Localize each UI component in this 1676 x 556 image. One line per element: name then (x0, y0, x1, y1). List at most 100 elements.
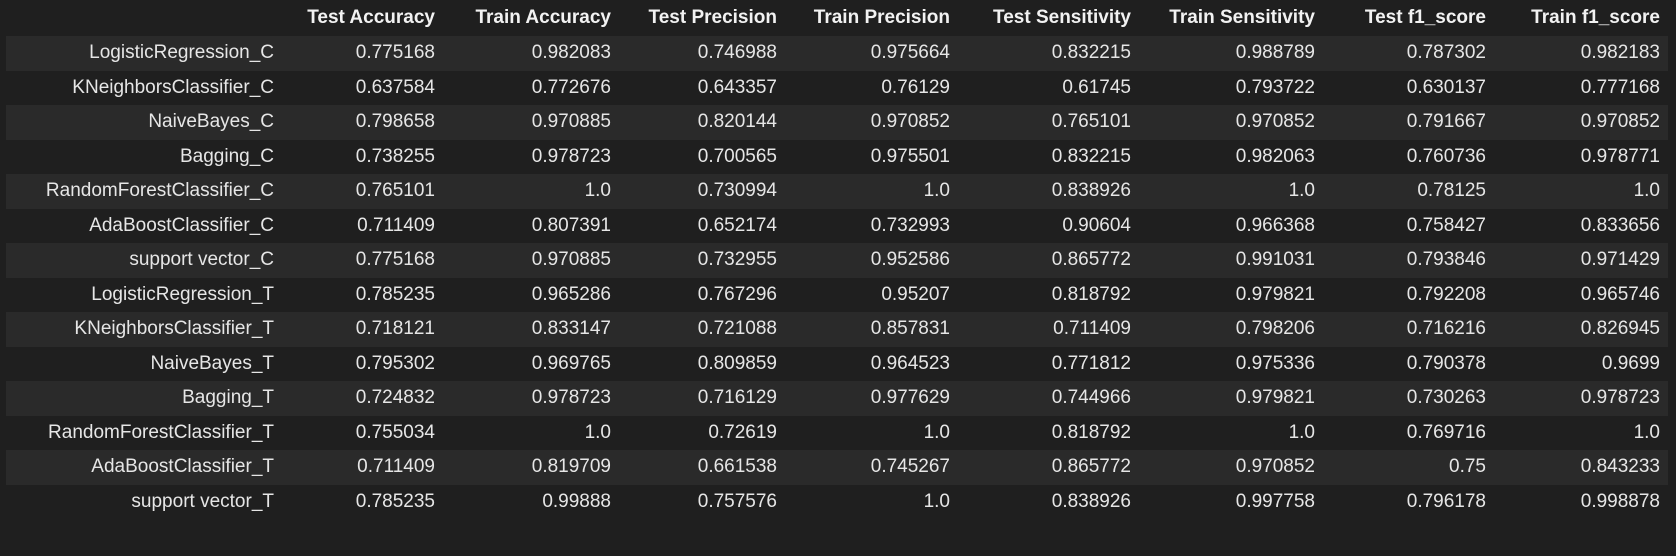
cell-test-sensitivity: 0.832215 (1051, 42, 1131, 64)
cell-test-precision: 0.809859 (697, 352, 777, 374)
cell-test-precision: 0.732955 (697, 249, 777, 271)
cell-train-sensitivity: 0.793722 (1235, 76, 1315, 98)
row-label: LogisticRegression_T (91, 283, 274, 305)
cell-test-f1-score: 0.78125 (1417, 180, 1486, 202)
cell-train-precision: 1.0 (923, 180, 950, 202)
cell-train-sensitivity: 0.982063 (1235, 145, 1315, 167)
cell-test-sensitivity: 0.832215 (1051, 145, 1131, 167)
cell-train-sensitivity: 1.0 (1288, 180, 1315, 202)
cell-train-sensitivity: 0.997758 (1235, 490, 1315, 512)
cell-train-f1-score: 0.978723 (1580, 387, 1660, 409)
table-row: NaiveBayes_C 0.798658 0.970885 0.820144 0.97… (6, 105, 1668, 140)
cell-train-f1-score: 0.777168 (1580, 76, 1660, 98)
row-label: support vector_C (129, 249, 274, 271)
table-row: KNeighborsClassifier_C 0.637584 0.772676 0.… (6, 70, 1668, 105)
cell-train-f1-score: 0.843233 (1580, 456, 1660, 478)
cell-train-accuracy: 0.970885 (531, 249, 611, 271)
cell-test-accuracy: 0.785235 (355, 283, 435, 305)
cell-train-sensitivity: 0.970852 (1235, 111, 1315, 133)
cell-test-sensitivity: 0.744966 (1051, 387, 1131, 409)
cell-train-f1-score: 0.998878 (1580, 490, 1660, 512)
cell-test-f1-score: 0.716216 (1406, 318, 1486, 340)
table-row: RandomForestClassifier_C 0.765101 1.0 0.730… (6, 174, 1668, 209)
cell-test-f1-score: 0.758427 (1406, 214, 1486, 236)
cell-test-accuracy: 0.637584 (355, 76, 435, 98)
cell-train-f1-score: 0.9699 (1601, 352, 1660, 374)
cell-train-accuracy: 0.978723 (531, 145, 611, 167)
cell-test-precision: 0.767296 (697, 283, 777, 305)
table-row: RandomForestClassifier_T 0.755034 1.0 0.726… (6, 415, 1668, 450)
row-label: LogisticRegression_C (89, 42, 274, 64)
cell-train-precision: 1.0 (923, 421, 950, 443)
cell-test-sensitivity: 0.90604 (1062, 214, 1131, 236)
cell-test-f1-score: 0.630137 (1406, 76, 1486, 98)
cell-test-accuracy: 0.775168 (355, 249, 435, 271)
cell-train-f1-score: 0.833656 (1580, 214, 1660, 236)
cell-test-precision: 0.652174 (697, 214, 777, 236)
cell-train-sensitivity: 0.988789 (1235, 42, 1315, 64)
cell-train-precision: 0.857831 (870, 318, 950, 340)
column-header-test-accuracy: Test Accuracy (282, 0, 443, 36)
row-label: NaiveBayes_T (150, 352, 274, 374)
cell-test-accuracy: 0.765101 (355, 180, 435, 202)
cell-train-accuracy: 0.807391 (531, 214, 611, 236)
row-label: RandomForestClassifier_C (45, 180, 274, 202)
cell-test-accuracy: 0.711409 (357, 456, 435, 478)
table-row: support vector_T 0.785235 0.99888 0.757576 1… (6, 484, 1668, 519)
cell-test-precision: 0.757576 (697, 490, 777, 512)
index-header (6, 0, 282, 36)
cell-test-accuracy: 0.718121 (355, 318, 435, 340)
cell-test-f1-score: 0.792208 (1406, 283, 1486, 305)
cell-test-accuracy: 0.711409 (357, 214, 435, 236)
cell-test-sensitivity: 0.818792 (1051, 283, 1131, 305)
cell-test-sensitivity: 0.838926 (1051, 180, 1131, 202)
cell-train-sensitivity: 0.979821 (1235, 283, 1315, 305)
cell-test-sensitivity: 0.61745 (1062, 76, 1131, 98)
cell-train-precision: 0.977629 (870, 387, 950, 409)
cell-train-f1-score: 1.0 (1633, 180, 1660, 202)
cell-test-precision: 0.716129 (697, 387, 777, 409)
table-row: LogisticRegression_T 0.785235 0.965286 0.76… (6, 277, 1668, 312)
cell-train-accuracy: 0.833147 (531, 318, 611, 340)
row-label: RandomForestClassifier_T (48, 421, 274, 443)
cell-train-accuracy: 0.99888 (542, 490, 611, 512)
cell-test-sensitivity: 0.765101 (1051, 111, 1131, 133)
cell-train-accuracy: 0.819709 (531, 456, 611, 478)
cell-train-precision: 0.745267 (870, 456, 950, 478)
cell-test-precision: 0.721088 (697, 318, 777, 340)
row-label: KNeighborsClassifier_T (74, 318, 274, 340)
cell-test-precision: 0.730994 (697, 180, 777, 202)
cell-train-precision: 0.732993 (870, 214, 950, 236)
row-label: NaiveBayes_C (148, 111, 274, 133)
cell-train-accuracy: 1.0 (584, 421, 611, 443)
row-label: Bagging_C (179, 145, 274, 167)
cell-train-sensitivity: 0.966368 (1235, 214, 1315, 236)
table-row: AdaBoostClassifier_C 0.711409 0.807391 0.65… (6, 208, 1668, 243)
cell-test-f1-score: 0.791667 (1406, 111, 1486, 133)
cell-test-precision: 0.643357 (697, 76, 777, 98)
table-body: LogisticRegression_C 0.775168 0.982083 0.74… (6, 36, 1668, 519)
cell-test-sensitivity: 0.711409 (1053, 318, 1131, 340)
column-header-test-sensitivity: Test Sensitivity (958, 0, 1139, 36)
cell-train-sensitivity: 0.975336 (1235, 352, 1315, 374)
cell-test-f1-score: 0.730263 (1406, 387, 1486, 409)
table-row: Bagging_C 0.738255 0.978723 0.700565 0.97550… (6, 139, 1668, 174)
cell-train-accuracy: 0.969765 (531, 352, 611, 374)
cell-train-accuracy: 0.965286 (531, 283, 611, 305)
cell-test-f1-score: 0.790378 (1406, 352, 1486, 374)
cell-test-precision: 0.700565 (697, 145, 777, 167)
cell-train-precision: 0.970852 (870, 111, 950, 133)
cell-test-sensitivity: 0.818792 (1051, 421, 1131, 443)
cell-test-accuracy: 0.795302 (355, 352, 435, 374)
table-row: AdaBoostClassifier_T 0.711409 0.819709 0.66… (6, 450, 1668, 485)
cell-test-sensitivity: 0.838926 (1051, 490, 1131, 512)
cell-train-f1-score: 0.971429 (1580, 249, 1660, 271)
cell-train-sensitivity: 0.970852 (1235, 456, 1315, 478)
cell-train-accuracy: 0.982083 (531, 42, 611, 64)
cell-train-sensitivity: 0.991031 (1235, 249, 1315, 271)
column-header-test-precision: Test Precision (619, 0, 785, 36)
cell-test-accuracy: 0.738255 (355, 145, 435, 167)
cell-test-accuracy: 0.785235 (355, 490, 435, 512)
cell-test-precision: 0.746988 (697, 42, 777, 64)
